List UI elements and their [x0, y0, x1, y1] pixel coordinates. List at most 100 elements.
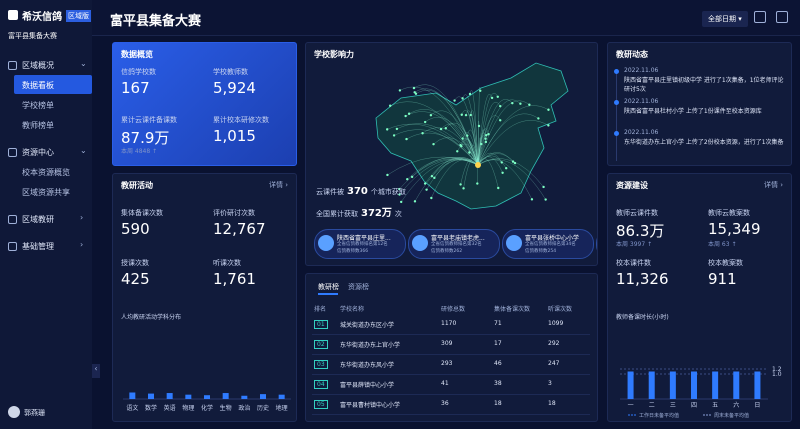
city-dot [430, 196, 433, 200]
menu-active-bg [14, 75, 92, 94]
menu-item[interactable]: 教师榜单 [22, 121, 54, 130]
stat-text: 次 [394, 210, 402, 218]
bar [222, 393, 229, 399]
stat-note: 本周 3997 ↑ [616, 241, 653, 248]
menu-icon [8, 242, 17, 251]
stat-note: 本周 4848 ↑ [121, 148, 158, 155]
flow-line [477, 99, 521, 166]
tab[interactable]: 资源榜 [348, 283, 369, 291]
column-header: 排名 [314, 306, 327, 313]
rank-badge: 01 [314, 320, 328, 329]
chart-title: 人均教研活动学科分布 [121, 314, 182, 321]
city-dot [407, 112, 411, 115]
rank-badge: 05 [314, 400, 328, 409]
flow-line [454, 96, 479, 166]
bar [627, 371, 634, 399]
stat-text: 个城市获取 [370, 188, 406, 196]
x-tick-label: 英语 [164, 404, 176, 412]
city-dot [544, 198, 547, 201]
badge: 区域版 [66, 10, 91, 22]
city-dot [413, 200, 417, 203]
city-dot [499, 104, 502, 108]
column-header: 听课次数 [548, 306, 573, 313]
flow-line [394, 129, 479, 166]
city-dot [537, 117, 540, 120]
column-header: 学校名称 [340, 306, 365, 313]
flow-line [460, 138, 479, 166]
menu-item[interactable]: 数据看板 [22, 81, 54, 90]
city-dot [430, 174, 434, 178]
city-dot [547, 124, 550, 127]
stat-label: 信鸽学校数 [121, 68, 156, 76]
sidebar: 希沃信鸽 区域版 富平县集备大赛 区域概况 ⌄ 数据看板 学校榜单 教师榜单 资源中心 ⌄ 校本资源… [0, 0, 100, 429]
stat-value: 911 [708, 270, 737, 288]
flow-line [433, 137, 479, 166]
stat-value: 5,924 [213, 79, 256, 97]
fullscreen-button[interactable] [776, 11, 788, 23]
menu-group[interactable]: 区域教研 [22, 215, 54, 224]
table-cell: 东华街道办东风小学 [340, 362, 395, 369]
menu-group[interactable]: 区域概况 [22, 61, 54, 70]
city-dot [464, 113, 468, 117]
table-cell: 东华街道办东上官小学 [340, 342, 401, 349]
school-name: 富平县张桥中心小学 [525, 235, 580, 242]
project-name: 富平县集备大赛 [8, 32, 57, 40]
city-dot [460, 113, 463, 116]
map [375, 62, 569, 210]
city-dot [453, 99, 456, 102]
table-cell: 41 [441, 380, 449, 387]
timeline-dot [614, 131, 619, 136]
bar [669, 371, 676, 399]
table-cell: 38 [494, 380, 502, 387]
flow-line [396, 123, 479, 166]
school-teachers: 信鸽教师数366 [337, 249, 369, 254]
card-title: 资源建设 [616, 181, 648, 190]
city-dot [490, 96, 494, 100]
collapse-button[interactable]: ‹ [92, 364, 100, 378]
rank-badge: 04 [314, 380, 328, 389]
city-dot [385, 128, 389, 131]
details-link[interactable]: 详情 › [763, 181, 783, 189]
school-chip: 富平县老庙镇老虎... 全省信鸽教师排名第32名 信鸽教师数262 [408, 229, 500, 259]
tab-underline [318, 293, 338, 295]
table-cell: 富平县薛镇中心小学 [340, 382, 395, 389]
subject-chart: 语文 数学 英语 物理 化学 生物 政治 历史 地理 [123, 392, 291, 412]
news-date: 2022.11.06 [624, 67, 659, 74]
stat-label: 教师云教案数 [708, 209, 750, 217]
flow-line [462, 94, 479, 166]
tab[interactable]: 教研榜 [318, 283, 339, 291]
menu-item[interactable]: 校本资源概览 [22, 168, 70, 177]
city-dot [398, 193, 401, 196]
details-link[interactable]: 详情 › [268, 181, 288, 189]
table-cell: 18 [494, 400, 502, 407]
city-dot [542, 185, 545, 189]
school-icon [412, 235, 428, 251]
city-dot [405, 137, 408, 141]
city-dot [528, 103, 531, 106]
menu-item[interactable]: 区域资源共享 [22, 188, 70, 197]
x-tick-label: 五 [712, 402, 718, 409]
date-filter[interactable]: 全部日期 ▾ [702, 11, 748, 27]
stat-label: 累计云课件备课数 [121, 116, 177, 124]
city-dot [511, 160, 515, 163]
menu-item[interactable]: 学校榜单 [22, 101, 54, 110]
stat-text: 云课件被 [316, 188, 344, 196]
city-stat: 云课件被 370 个城市获取 [316, 186, 406, 197]
stat-label: 累计校本研修次数 [213, 116, 269, 124]
flow-line [477, 113, 539, 166]
table-cell: 309 [441, 340, 453, 347]
bar [691, 371, 697, 399]
stat-label: 集体备课次数 [121, 209, 163, 217]
city-dot [519, 102, 522, 105]
menu-group[interactable]: 基础管理 [22, 242, 54, 251]
city-dot [462, 187, 465, 190]
menu-group[interactable]: 资源中心 [22, 148, 54, 157]
menu-arrow: › [80, 213, 84, 222]
city-dot [456, 150, 459, 153]
page-title: 富平县集备大赛 [110, 14, 202, 29]
city-dot [497, 186, 500, 190]
export-button[interactable] [754, 11, 766, 23]
bar [278, 394, 285, 399]
chart-title: 教师备课时长(小时) [616, 314, 669, 321]
